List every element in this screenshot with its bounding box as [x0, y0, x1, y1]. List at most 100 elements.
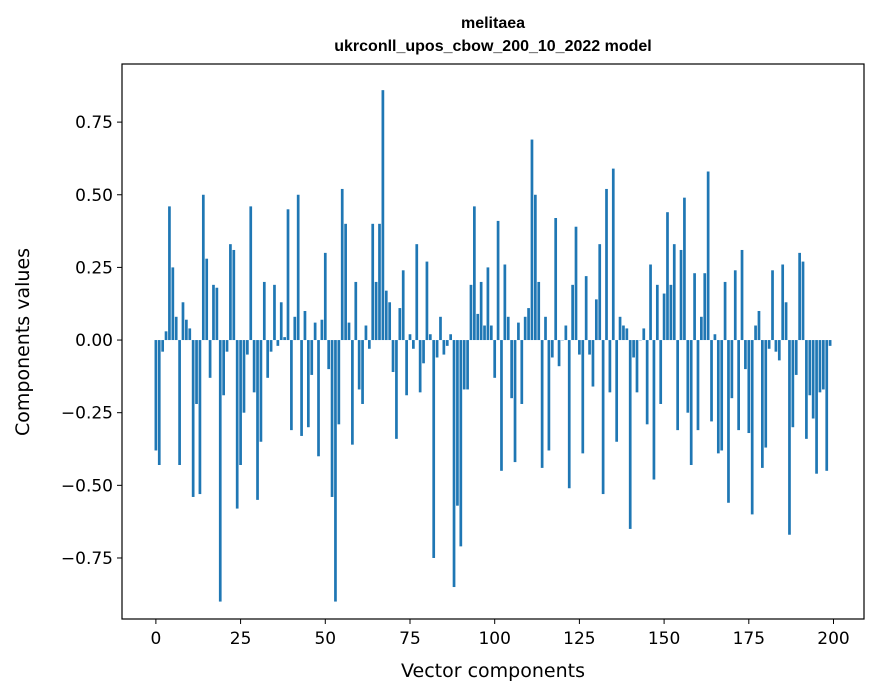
bar: [662, 293, 666, 341]
bar: [791, 340, 795, 428]
bar: [428, 334, 432, 341]
bar: [371, 223, 375, 341]
y-tick-label: 0.75: [75, 113, 113, 133]
y-axis-label: Components values: [12, 248, 34, 436]
bar: [547, 340, 551, 451]
bar: [276, 340, 280, 346]
bar: [432, 340, 436, 558]
bar: [534, 194, 537, 341]
bar: [246, 340, 249, 355]
bar: [574, 226, 578, 341]
bar: [527, 308, 530, 341]
bar: [750, 340, 754, 515]
bar: [581, 340, 585, 454]
chart-title-line1: melitaea: [461, 15, 525, 32]
bar: [594, 299, 598, 341]
x-tick-label: 0: [150, 629, 161, 649]
bar: [686, 340, 690, 413]
bar: [628, 340, 632, 529]
bar: [306, 340, 310, 428]
bar: [378, 223, 381, 341]
bar: [591, 340, 595, 387]
bar: [279, 302, 283, 341]
bar: [737, 340, 740, 431]
bar: [462, 340, 466, 390]
bar: [700, 316, 703, 341]
bar: [696, 340, 700, 431]
bar: [381, 90, 385, 341]
bar: [347, 322, 351, 341]
bar: [740, 249, 744, 341]
bar: [398, 308, 402, 341]
bar: [774, 340, 778, 352]
x-axis-label: Vector components: [401, 660, 585, 682]
bar: [733, 270, 737, 341]
bar: [605, 188, 608, 341]
bar: [435, 340, 439, 358]
bar: [540, 340, 544, 468]
bar: [300, 340, 303, 436]
bar: [452, 340, 456, 588]
x-axis-ticks: 0 25 50 75 100 125 150 175 200: [150, 619, 850, 649]
bar: [395, 340, 398, 439]
bar: [218, 340, 222, 602]
bar: [296, 194, 300, 341]
bar: [185, 319, 188, 341]
bar: [625, 328, 629, 341]
bar: [154, 340, 158, 451]
bar: [761, 340, 764, 468]
bar: [801, 261, 805, 341]
bar: [361, 340, 364, 404]
bar: [788, 340, 791, 535]
bar: [703, 273, 707, 341]
x-tick-label: 175: [733, 629, 765, 649]
bar: [496, 220, 500, 341]
bar: [249, 206, 253, 341]
bar: [354, 281, 358, 341]
bar: [442, 340, 446, 355]
bar: [303, 310, 307, 341]
bar: [262, 281, 266, 341]
bar: [489, 325, 493, 341]
bar: [168, 206, 171, 341]
bar: [290, 340, 293, 431]
bar: [408, 334, 412, 341]
bar: [727, 340, 730, 503]
bar: [611, 168, 615, 341]
bar: [479, 281, 483, 341]
bar: [672, 244, 676, 341]
bar: [598, 244, 602, 341]
bar: [317, 340, 320, 457]
bar: [456, 340, 459, 506]
bar: [208, 340, 212, 378]
bar: [513, 340, 517, 463]
bar: [652, 340, 656, 480]
bar: [367, 340, 371, 349]
bar: [235, 340, 239, 509]
bar: [601, 340, 605, 495]
bar: [439, 316, 442, 341]
bar: [821, 340, 825, 390]
bar: [578, 340, 581, 355]
bar: [222, 340, 225, 396]
bar: [174, 316, 178, 341]
bar: [815, 340, 818, 474]
y-tick-label: 0.50: [75, 186, 113, 206]
bar: [320, 319, 324, 341]
bar: [567, 340, 571, 489]
bar: [283, 337, 286, 341]
bar: [557, 340, 561, 367]
y-axis-ticks: 0.75 0.50 0.25 0.00 −0.25 −0.50 −0.75: [61, 113, 122, 569]
bar: [530, 139, 534, 341]
bar: [744, 340, 747, 370]
bar: [537, 281, 541, 341]
x-tick-label: 200: [817, 629, 849, 649]
bar: [161, 340, 165, 352]
bar: [767, 340, 771, 349]
bar: [564, 325, 568, 341]
bar: [764, 340, 768, 448]
bar: [232, 249, 236, 341]
bars-group: [154, 90, 832, 602]
bar: [655, 284, 659, 341]
bar: [384, 290, 388, 341]
